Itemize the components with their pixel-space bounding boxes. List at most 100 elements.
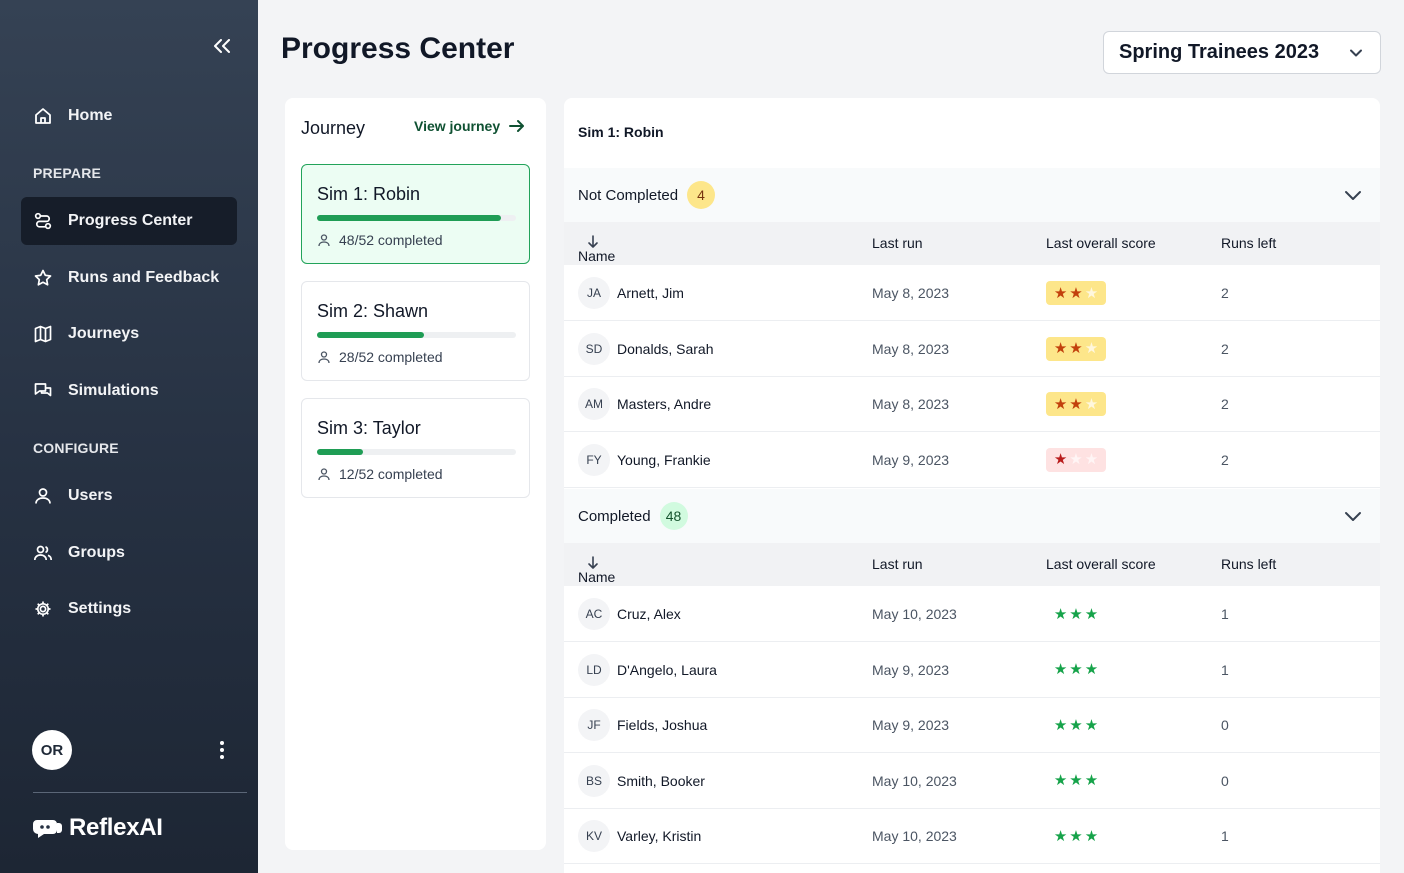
sim-name: Sim 2: Shawn — [317, 301, 429, 321]
table-header: Name Last run Last overall score Runs le… — [564, 543, 1380, 586]
user-name[interactable]: Fields, Joshua — [617, 717, 708, 734]
collapse-sidebar-button[interactable] — [208, 34, 236, 58]
results-title: Sim 1: Robin — [578, 124, 664, 140]
avatar: AM — [578, 388, 610, 421]
table-row[interactable]: AC Cruz, Alex May 10, 2023 ★ ★ ★ 1 — [564, 586, 1380, 642]
sidebar-item-runs-feedback[interactable]: Runs and Feedback — [21, 254, 237, 302]
user-name[interactable]: Smith, Booker — [617, 772, 705, 789]
avatar: JA — [578, 277, 610, 309]
page-title: Progress Center — [281, 32, 515, 65]
user-name[interactable]: Arnett, Jim — [617, 285, 684, 301]
user-name[interactable]: Masters, Andre — [617, 396, 712, 413]
last-run-date: May 8, 2023 — [872, 396, 950, 413]
sidebar-divider — [33, 792, 247, 793]
reflexai-logo-icon — [33, 820, 62, 838]
runs-left: 0 — [1221, 772, 1229, 789]
view-journey-link[interactable]: View journey — [414, 118, 526, 134]
sim-card-robin[interactable]: Sim 1: Robin 48/52 completed — [301, 164, 530, 264]
runs-left: 2 — [1221, 340, 1229, 357]
journey-panel: Journey View journey Sim 1: Robin 48/52 … — [285, 98, 546, 850]
star-icon: ★ — [1069, 716, 1083, 734]
not-completed-group-header[interactable]: Not Completed 4 — [564, 168, 1380, 222]
sidebar-item-users[interactable]: Users — [21, 472, 237, 520]
score-stars: ★ ★ ★ — [1046, 602, 1106, 626]
runs-left: 0 — [1221, 717, 1229, 734]
count-badge: 4 — [687, 181, 716, 209]
runs-left: 2 — [1221, 285, 1229, 301]
sidebar-item-label: Runs and Feedback — [68, 269, 220, 286]
table-row[interactable]: JA Arnett, Jim May 8, 2023 ★ ★ ★ 2 — [564, 265, 1380, 321]
avatar: JF — [578, 709, 610, 742]
table-row[interactable]: BS Smith, Booker May 10, 2023 ★ ★ ★ 0 — [564, 753, 1380, 809]
sim-meta: 28/52 completed — [317, 349, 443, 365]
table-row[interactable]: LD D'Angelo, Laura May 9, 2023 ★ ★ ★ 1 — [564, 642, 1380, 698]
completed-group-header[interactable]: Completed 48 — [564, 489, 1380, 543]
view-journey-label: View journey — [414, 118, 501, 134]
section-configure: CONFIGURE — [33, 440, 119, 456]
cohort-select-value: Spring Trainees 2023 — [1119, 41, 1320, 63]
sidebar-item-settings[interactable]: Settings — [21, 585, 237, 633]
table-row[interactable]: FY Young, Frankie May 9, 2023 ★ ★ ★ 2 — [564, 432, 1380, 488]
group-label: Not Completed — [578, 186, 679, 204]
chevron-down-icon[interactable] — [1344, 187, 1362, 203]
table-row[interactable]: SD Donalds, Sarah May 8, 2023 ★ ★ ★ 2 — [564, 321, 1380, 377]
more-options-button[interactable] — [212, 738, 232, 762]
runs-left: 2 — [1221, 396, 1229, 413]
sidebar-item-simulations[interactable]: Simulations — [21, 367, 237, 415]
last-run-date: May 9, 2023 — [872, 451, 950, 468]
progress-fill — [317, 215, 501, 221]
sidebar-item-progress-center[interactable]: Progress Center — [21, 197, 237, 245]
last-run-date: May 8, 2023 — [872, 285, 950, 301]
column-header-name: Name — [578, 569, 616, 585]
user-name[interactable]: D'Angelo, Laura — [617, 661, 717, 678]
avatar[interactable]: OR — [32, 730, 72, 770]
user-name[interactable]: Donalds, Sarah — [617, 340, 714, 357]
sim-card-shawn[interactable]: Sim 2: Shawn 28/52 completed — [301, 281, 530, 381]
table-row[interactable]: KV Varley, Kristin May 10, 2023 ★ ★ ★ 1 — [564, 808, 1380, 865]
star-icon: ★ — [1084, 340, 1099, 358]
chevron-down-icon[interactable] — [1344, 508, 1362, 524]
group-label: Completed — [578, 507, 651, 525]
table-row[interactable]: AM Masters, Andre May 8, 2023 ★ ★ ★ 2 — [564, 376, 1380, 433]
sidebar-item-groups[interactable]: Groups — [21, 529, 237, 577]
journey-title: Journey — [301, 118, 366, 138]
star-icon: ★ — [1084, 284, 1099, 302]
user-icon — [318, 234, 330, 247]
progress-track — [317, 332, 516, 338]
progress-track — [317, 215, 516, 221]
sidebar-item-journeys[interactable]: Journeys — [21, 310, 237, 358]
cohort-select[interactable]: Spring Trainees 2023 — [1103, 31, 1381, 74]
star-icon: ★ — [1069, 827, 1083, 845]
last-run-date: May 9, 2023 — [872, 661, 950, 678]
sim-meta: 12/52 completed — [317, 466, 443, 482]
score-stars: ★ ★ ★ — [1046, 392, 1106, 417]
table-row[interactable]: JF Fields, Joshua May 9, 2023 ★ ★ ★ 0 — [564, 697, 1380, 754]
chevron-down-icon — [1350, 49, 1362, 57]
column-header-last-run: Last run — [872, 235, 923, 251]
user-name[interactable]: Young, Frankie — [617, 451, 711, 468]
sim-meta: 48/52 completed — [317, 232, 443, 248]
sim-card-taylor[interactable]: Sim 3: Taylor 12/52 completed — [301, 398, 530, 498]
last-run-date: May 8, 2023 — [872, 340, 950, 357]
avatar: KV — [578, 820, 610, 853]
star-icon: ★ — [1084, 661, 1099, 679]
user-icon — [33, 486, 53, 506]
users-icon — [33, 543, 53, 563]
sort-by-name-button[interactable]: Name — [578, 235, 615, 264]
user-name[interactable]: Varley, Kristin — [617, 828, 702, 845]
star-icon: ★ — [1053, 284, 1068, 302]
star-icon: ★ — [1053, 772, 1068, 790]
user-name[interactable]: Cruz, Alex — [617, 606, 681, 622]
sort-by-name-button[interactable]: Name — [578, 556, 615, 585]
results-panel: Sim 1: Robin Not Completed 4 Name Last r… — [564, 98, 1380, 873]
runs-left: 1 — [1221, 661, 1229, 678]
map-icon — [33, 324, 53, 344]
star-icon: ★ — [1069, 451, 1083, 469]
star-icon: ★ — [1069, 340, 1083, 358]
star-icon: ★ — [1053, 716, 1068, 734]
gear-icon — [33, 599, 53, 619]
sidebar-item-home[interactable]: Home — [21, 92, 237, 140]
runs-left: 1 — [1221, 828, 1229, 845]
sidebar-item-label: Journeys — [68, 325, 140, 342]
score-stars: ★ ★ ★ — [1046, 447, 1106, 472]
